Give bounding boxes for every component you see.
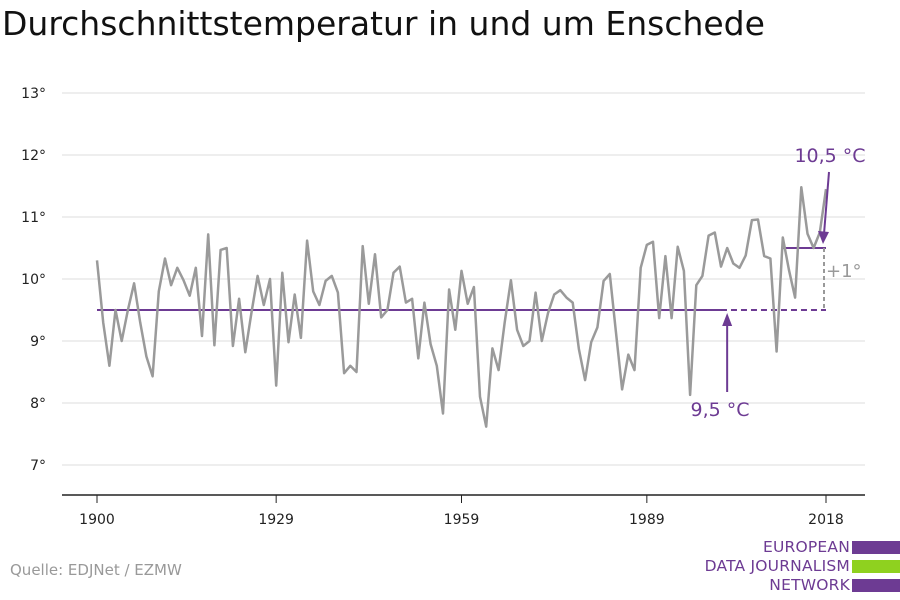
y-tick-label-7: 7° — [30, 458, 46, 474]
y-tick-label-9: 9° — [30, 334, 46, 350]
x-tick-label-1989: 1989 — [629, 512, 665, 528]
difference-label: +1° — [826, 261, 862, 282]
series-group — [95, 185, 828, 428]
logo-line-network: NETWORK — [769, 576, 850, 594]
logo-bar-middle — [852, 560, 900, 573]
annotation-10-5-label: 10,5 °C — [794, 145, 865, 167]
annotation-9-5-label: 9,5 °C — [690, 399, 749, 421]
y-axis: 7° 8° 9° 10° 11° 12° 13° — [21, 86, 46, 474]
y-tick-label-12: 12° — [21, 148, 46, 164]
edjnet-logo: EUROPEAN DATA JOURNALISM NETWORK — [700, 538, 900, 598]
logo-line-data-journalism: DATA JOURNALISM — [704, 557, 850, 575]
arrow-10-5-head — [818, 231, 829, 244]
y-tick-label-8: 8° — [30, 396, 46, 412]
y-tick-label-10: 10° — [21, 272, 46, 288]
y-tick-label-11: 11° — [21, 210, 46, 226]
x-axis: 1900 1929 1959 1989 2018 — [62, 494, 865, 528]
arrow-9-5-head — [722, 313, 733, 326]
x-tick-label-1959: 1959 — [444, 512, 480, 528]
logo-line-european: EUROPEAN — [762, 538, 850, 556]
arrow-10-5-shaft — [823, 171, 830, 235]
annotations: 9,5 °C 10,5 °C +1° — [690, 145, 865, 421]
temperature-line — [95, 185, 828, 428]
x-tick-label-1900: 1900 — [79, 512, 115, 528]
source-note: Quelle: EDJNet / EZMW — [10, 561, 182, 579]
x-tick-label-1929: 1929 — [258, 512, 294, 528]
logo-bar-top — [852, 541, 900, 554]
y-tick-label-13: 13° — [21, 86, 46, 102]
logo-bar-bottom — [852, 579, 900, 592]
x-tick-label-2018: 2018 — [808, 512, 844, 528]
chart-title: Durchschnittstemperatur in und um Ensche… — [2, 4, 765, 43]
